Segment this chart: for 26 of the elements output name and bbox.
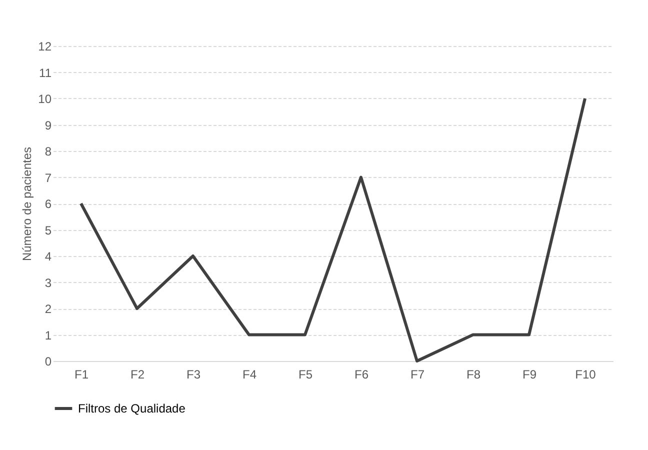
legend-label: Filtros de Qualidade — [78, 402, 186, 416]
y-tick-label: 5 — [44, 223, 52, 238]
y-tick-label: 4 — [44, 250, 52, 264]
x-tick-label: F4 — [242, 368, 257, 382]
x-tick-label: F8 — [466, 368, 481, 382]
y-tick-label: 6 — [44, 197, 52, 211]
y-tick-label: 1 — [44, 328, 52, 342]
y-tick-label: 10 — [38, 92, 52, 106]
line-series — [80, 97, 586, 362]
x-tick-label: F5 — [298, 368, 313, 382]
x-tick-label: F1 — [74, 368, 89, 382]
x-tick-label: F2 — [130, 368, 145, 382]
x-tick-label: F10 — [575, 368, 596, 382]
x-tick-label: F6 — [354, 368, 369, 382]
y-tick-label: 3 — [44, 276, 52, 290]
y-tick-label: 11 — [39, 66, 52, 80]
y-tick-label: 7 — [44, 170, 52, 185]
y-tick-label: 2 — [44, 302, 52, 316]
x-tick-label: F3 — [186, 368, 201, 382]
x-tick-label: F7 — [410, 368, 425, 382]
y-tick-label: 8 — [44, 144, 52, 158]
y-tick-label: 9 — [44, 118, 52, 132]
y-axis-title: Número de pacientes — [20, 146, 34, 262]
y-tick-label: 12 — [38, 40, 52, 54]
x-tick-label: F9 — [522, 368, 537, 382]
y-tick-label: 0 — [44, 354, 52, 368]
